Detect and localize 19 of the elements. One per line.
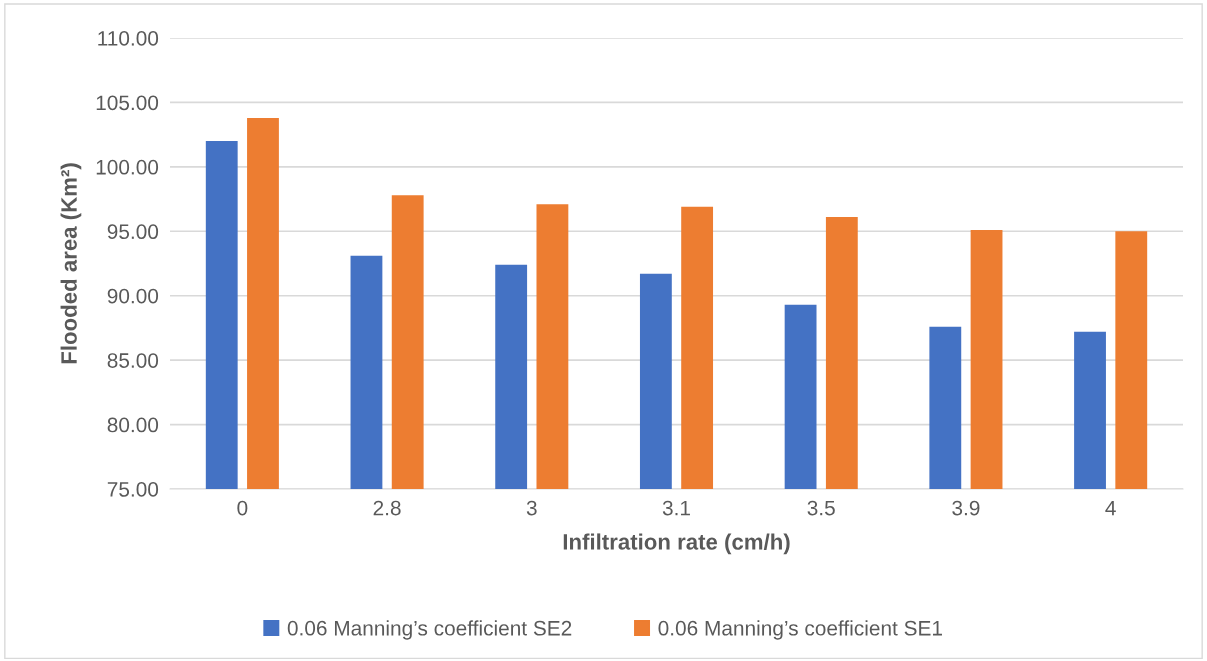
y-tick-label: 75.00 (107, 482, 159, 497)
x-axis-title: Infiltration rate (cm/h) (563, 533, 790, 555)
x-tick-label: 3.1 (662, 500, 690, 516)
legend-label: 0.06 Manning’s coefficient SE1 (658, 620, 942, 640)
x-tick-label: 3 (526, 500, 537, 516)
y-axis-title: Flooded area (Km²) (60, 163, 82, 364)
x-tick-label: 4 (1105, 500, 1116, 516)
y-tick-label: 80.00 (107, 417, 159, 433)
x-tick-label: 3.5 (807, 500, 835, 516)
y-tick-label: 95.00 (107, 224, 159, 240)
y-tick-label: 110.00 (98, 31, 159, 46)
x-tick-label: 3.9 (952, 500, 980, 516)
y-tick-label: 105.00 (96, 95, 159, 111)
y-tick-label: 100.00 (96, 159, 159, 175)
x-tick-label: 2.8 (373, 500, 401, 516)
x-tick-label: 0 (237, 500, 248, 516)
y-tick-label: 90.00 (107, 288, 159, 304)
legend-label: 0.06 Manning’s coefficient SE2 (287, 620, 572, 640)
y-tick-label: 85.00 (107, 353, 159, 368)
